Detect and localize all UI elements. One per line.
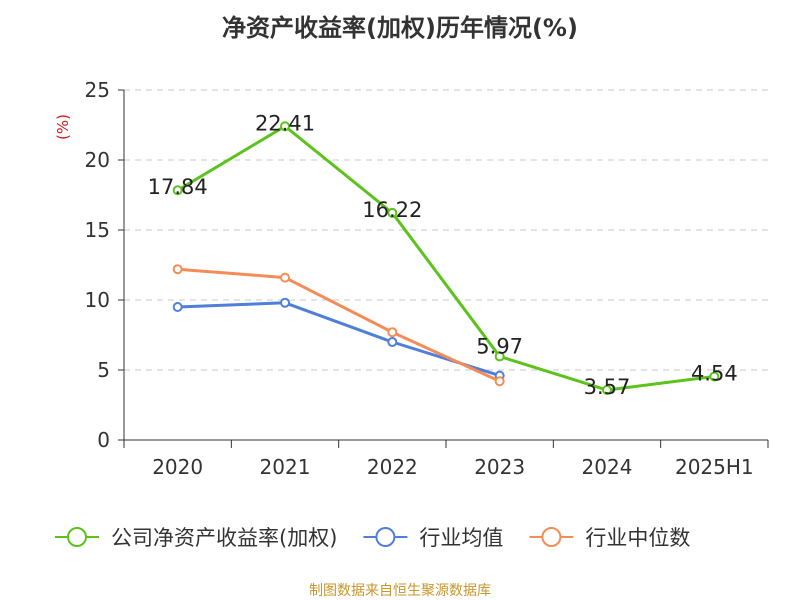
- data-point: [387, 327, 398, 338]
- data-label: 17.84: [148, 175, 208, 199]
- y-tick-label: 15: [85, 218, 110, 242]
- x-tick-label: 2020: [152, 455, 203, 479]
- data-point: [602, 385, 612, 396]
- data-point: [494, 376, 505, 387]
- data-point: [387, 337, 398, 347]
- source-note: 制图数据来自恒生聚源数据库: [309, 583, 491, 599]
- legend-swatch-marker: [375, 527, 396, 547]
- y-tick-label: 0: [97, 428, 110, 452]
- x-tick-label: 2024: [582, 455, 633, 479]
- data-labels: 17.84 22.41 16.22 5.97 3.57 4.54: [148, 111, 738, 399]
- axes: 0 5 10 15 20 25 (%) 2020 2021 2022 2023 2024 2025H1: [54, 78, 769, 479]
- y-tick-label: 5: [97, 358, 110, 382]
- series-lines: [172, 121, 720, 396]
- data-point: [172, 264, 183, 275]
- y-tick-label: 20: [85, 148, 110, 172]
- data-label: 4.54: [691, 361, 738, 385]
- legend-label: 行业中位数: [585, 526, 690, 550]
- data-point: [280, 297, 290, 308]
- x-tick-label: 2025H1: [675, 455, 754, 479]
- data-point: [709, 371, 720, 382]
- gridlines: [124, 89, 768, 371]
- data-label: 3.57: [584, 375, 631, 399]
- legend-label: 行业均值: [419, 526, 503, 550]
- x-tick-label: 2022: [367, 455, 418, 479]
- data-point: [387, 207, 398, 218]
- series-line: [177, 301, 501, 378]
- data-point: [494, 351, 505, 362]
- series-line: [176, 124, 715, 392]
- data-label: 16.22: [362, 198, 422, 222]
- chart-title: 净资产收益率(加权)历年情况(%): [222, 14, 578, 42]
- series-line: [177, 267, 501, 383]
- data-point: [280, 121, 290, 132]
- x-tick-label: 2021: [260, 455, 311, 479]
- data-label: 5.97: [476, 334, 523, 358]
- legend-swatch-marker: [541, 527, 562, 547]
- legend-label: 公司净资产收益率(加权): [111, 526, 337, 550]
- data-label: 22.41: [255, 111, 315, 135]
- y-tick-label: 10: [85, 288, 110, 312]
- data-point: [172, 185, 183, 196]
- legend: 公司净资产收益率(加权) 行业均值 行业中位数: [55, 526, 690, 550]
- legend-swatch-marker: [67, 527, 87, 547]
- x-tick-label: 2023: [474, 455, 525, 479]
- y-tick-label: 25: [85, 78, 110, 102]
- y-axis-label: (%): [54, 114, 72, 140]
- data-point: [280, 272, 290, 283]
- data-point: [172, 302, 183, 312]
